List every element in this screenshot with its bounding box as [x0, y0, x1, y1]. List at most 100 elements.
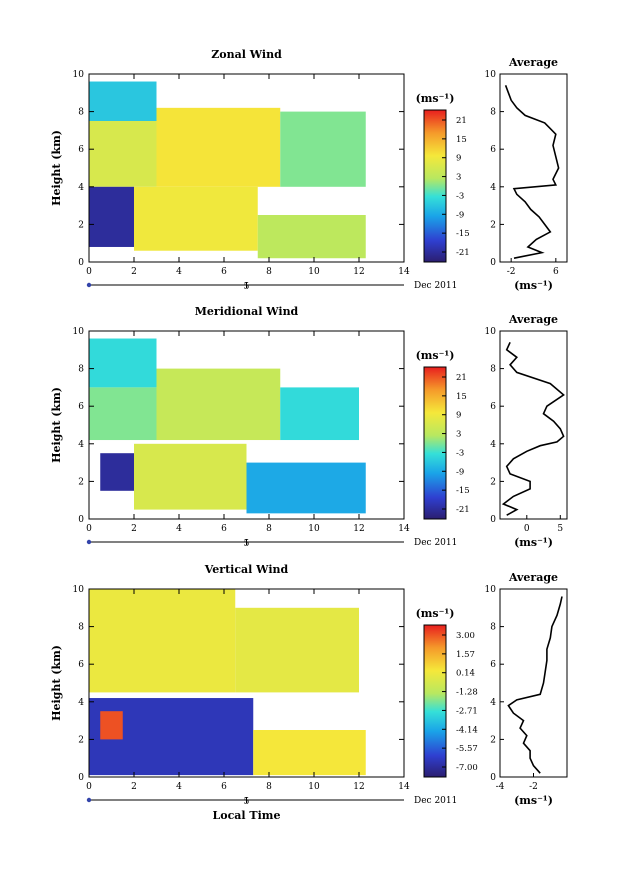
y-tick-label: 0 [78, 515, 84, 525]
heatmap-region [89, 186, 134, 247]
y-axis-label: Height (km) [50, 130, 63, 206]
colorbar-tick-label: -15 [456, 486, 470, 496]
date-label: Dec 2011 [414, 281, 457, 291]
colorbar-tick-label: -21 [456, 248, 470, 258]
colorbar-tick-label: -21 [456, 505, 470, 515]
y-tick-label: 8 [78, 108, 84, 118]
average-y-tick-label: 2 [490, 477, 496, 487]
average-title: Average [508, 313, 558, 326]
colorbar-tick-label: -2.71 [456, 706, 478, 716]
x-tick-label: 0 [86, 782, 92, 792]
average-y-tick-label: 4 [490, 183, 496, 193]
heatmap-region [280, 111, 366, 187]
colorbar-tick-label: 3.00 [456, 631, 475, 641]
x-tick-label: 4 [176, 267, 182, 277]
y-tick-label: 4 [78, 698, 84, 708]
heatmap-region [100, 711, 123, 740]
colorbar-tick-label: 15 [456, 135, 467, 145]
colorbar-unit: (ms⁻¹) [416, 92, 455, 105]
average-y-tick-label: 0 [490, 515, 496, 525]
average-title: Average [508, 56, 558, 69]
y-tick-label: 0 [78, 258, 84, 268]
plot-frame [88, 73, 405, 263]
day-label: 5 [244, 282, 250, 292]
y-tick-label: 6 [78, 402, 84, 412]
chart-title: Vertical Wind [204, 563, 289, 576]
heatmap-region [89, 81, 157, 121]
y-tick-label: 2 [78, 220, 84, 230]
average-title: Average [508, 571, 558, 584]
x-tick-label: 14 [398, 782, 410, 792]
x-tick-label: 12 [353, 267, 364, 277]
colorbar-tick-label: -7.00 [456, 763, 478, 773]
colorbar [423, 624, 447, 778]
average-y-tick-label: 0 [490, 773, 496, 783]
x-tick-label: 12 [353, 782, 364, 792]
panel-2: Meridional Wind 0 2 4 6 8 10 12 14 0 2 4 6 8 10 Height … [50, 305, 568, 549]
x-tick-label: 14 [398, 267, 410, 277]
colorbar [423, 366, 447, 520]
colorbar-tick-label: -15 [456, 229, 470, 239]
y-tick-label: 8 [78, 623, 84, 633]
colorbar-tick-label: -3 [456, 448, 464, 458]
heatmap-region [134, 186, 258, 251]
y-tick-label: 0 [78, 773, 84, 783]
colorbar [423, 109, 447, 263]
colorbar-tick-label: 21 [456, 116, 467, 126]
heatmap [89, 338, 366, 514]
average-y-tick-label: 6 [490, 402, 496, 412]
colorbar-tick-label: -3 [456, 191, 464, 201]
colorbar-tick-label: -9 [456, 467, 464, 477]
colorbar-tick-label: 21 [456, 373, 467, 383]
y-axis-label: Height (km) [50, 645, 63, 721]
heatmap-region [89, 338, 157, 388]
average-y-tick-label: 8 [490, 365, 496, 375]
average-x-tick-label: -2 [529, 782, 538, 792]
y-axis-label: Height (km) [50, 387, 63, 463]
average-frame [499, 330, 568, 520]
colorbar-tick-label: 0.14 [456, 669, 475, 679]
colorbar-tick-label: -9 [456, 210, 464, 220]
average-profile-line [501, 341, 565, 516]
average-y-tick-label: 8 [490, 623, 496, 633]
average-y-tick-label: 2 [490, 220, 496, 230]
colorbar-tick-label: 1.57 [456, 650, 475, 660]
y-tick-label: 2 [78, 477, 84, 487]
chart-title: Meridional Wind [195, 305, 299, 318]
heatmap-region [235, 607, 359, 693]
colorbar-tick-label: 9 [456, 411, 461, 421]
colorbar-tick-label: -5.57 [456, 744, 478, 754]
plot-frame [88, 330, 405, 520]
colorbar-tick-label: -4.14 [456, 725, 478, 735]
average-y-tick-label: 6 [490, 660, 496, 670]
date-label: Dec 2011 [414, 538, 457, 548]
average-y-tick-label: 10 [485, 585, 497, 595]
x-tick-label: 2 [131, 267, 137, 277]
average-y-tick-label: 8 [490, 108, 496, 118]
average-profile-line [507, 596, 563, 774]
heatmap-region [253, 730, 366, 776]
y-tick-label: 10 [73, 327, 85, 337]
x-tick-label: 4 [176, 524, 182, 534]
colorbar-unit: (ms⁻¹) [416, 607, 455, 620]
y-tick-label: 6 [78, 660, 84, 670]
x-tick-label: 4 [176, 782, 182, 792]
x-tick-label: 8 [266, 782, 272, 792]
x-tick-label: 6 [221, 782, 227, 792]
x-tick-label: 10 [308, 524, 320, 534]
heatmap-region [280, 387, 359, 441]
average-frame [499, 73, 568, 263]
average-y-tick-label: 0 [490, 258, 496, 268]
heatmap-region [89, 387, 157, 441]
average-x-tick-label: 6 [553, 267, 559, 277]
date-label: Dec 2011 [414, 796, 457, 806]
colorbar-tick-label: 15 [456, 392, 467, 402]
chart-title: Zonal Wind [211, 48, 282, 61]
average-x-tick-label: -2 [507, 267, 516, 277]
x-axis-label: Local Time [213, 809, 281, 822]
y-tick-label: 4 [78, 183, 84, 193]
day-axis-marker [86, 282, 92, 288]
y-tick-label: 2 [78, 735, 84, 745]
x-tick-label: 10 [308, 782, 320, 792]
heatmap-region [156, 107, 281, 187]
